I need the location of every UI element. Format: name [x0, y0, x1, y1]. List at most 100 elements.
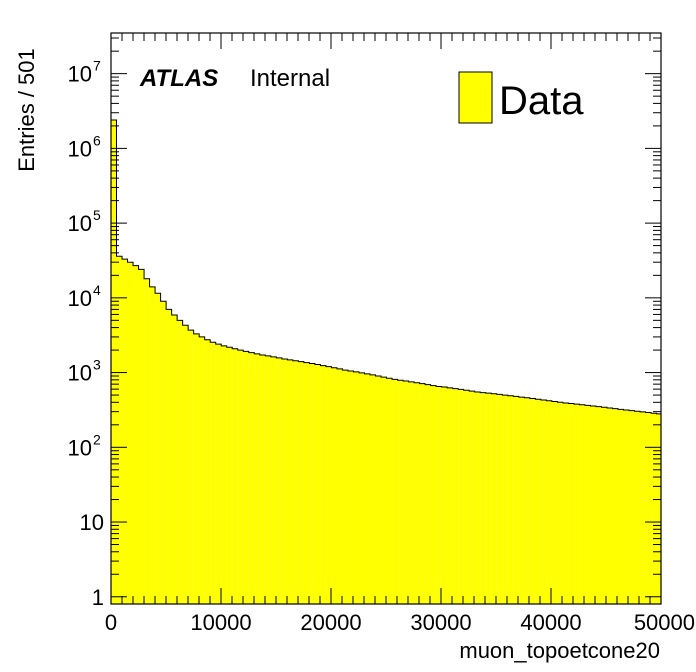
- x-tick-label: 10000: [190, 610, 251, 635]
- y-axis-title: Entries / 501: [14, 48, 39, 172]
- y-tick-label: 10: [68, 211, 92, 236]
- y-tick-label: 10: [68, 62, 92, 87]
- histogram-bar: [160, 301, 167, 604]
- histogram-bar: [232, 348, 238, 604]
- y-tick-exponent: 7: [93, 58, 101, 74]
- histogram-bar: [529, 398, 536, 604]
- histogram-bar: [370, 374, 376, 604]
- histogram-bar: [111, 119, 117, 604]
- histogram-bar: [618, 409, 624, 604]
- y-tick-label: 10: [68, 136, 92, 161]
- histogram-bar: [425, 384, 431, 604]
- histogram-bar: [540, 399, 547, 604]
- x-tick-label: 50000: [634, 610, 695, 635]
- histogram-bar: [419, 383, 426, 604]
- histogram-bar: [463, 390, 470, 604]
- histogram-bar: [557, 402, 563, 604]
- x-tick-label: 20000: [300, 610, 361, 635]
- histogram-outline: [110, 119, 661, 604]
- histogram-bar: [645, 412, 652, 604]
- histogram-bar: [441, 387, 448, 604]
- histogram-bar: [226, 347, 233, 604]
- legend-swatch-data: [458, 71, 493, 124]
- histogram-bar: [133, 265, 139, 604]
- histogram-bar: [601, 407, 607, 604]
- histogram-bar: [436, 386, 442, 604]
- histogram-bar: [386, 378, 393, 604]
- histogram-bar: [199, 336, 205, 604]
- histogram-bar: [573, 404, 580, 604]
- histogram-bar: [629, 410, 635, 604]
- histogram-bar: [579, 404, 585, 604]
- histogram-bar: [452, 388, 459, 604]
- histogram-bar: [612, 408, 619, 604]
- histogram-bar: [259, 354, 266, 604]
- x-axis-title: muon_topoetcone20: [459, 638, 660, 663]
- histogram-bar: [651, 413, 657, 604]
- atlas-label: ATLAS: [139, 65, 218, 92]
- histogram-bar: [149, 286, 156, 604]
- y-tick-exponent: 4: [93, 282, 101, 298]
- histogram-bar: [568, 403, 574, 604]
- histogram-bar: [298, 361, 304, 604]
- histogram-bar: [640, 411, 646, 604]
- histogram-bar: [265, 355, 271, 604]
- histogram-bar: [138, 269, 145, 604]
- histogram-bar: [485, 393, 492, 604]
- y-tick-exponent: 6: [93, 132, 101, 148]
- histogram-bar: [513, 396, 519, 604]
- histogram-bar: [331, 367, 337, 604]
- histogram-bar: [221, 345, 227, 604]
- histogram-bar: [606, 407, 613, 604]
- histogram-bar: [342, 370, 348, 604]
- histogram-bar: [634, 411, 641, 604]
- histogram-bar: [535, 399, 541, 604]
- histogram-bar: [237, 350, 244, 604]
- histogram-bar: [430, 385, 437, 604]
- histogram-bar: [193, 333, 200, 604]
- histogram-bar: [336, 368, 343, 604]
- histogram-bar: [215, 344, 222, 604]
- histogram-bar: [287, 359, 293, 604]
- histogram-bar: [320, 365, 326, 604]
- histogram-bar: [562, 402, 569, 604]
- histogram-bar: [188, 330, 194, 604]
- histogram-bar: [347, 370, 354, 604]
- histogram-bar: [584, 405, 591, 604]
- histogram-bar: [408, 381, 415, 604]
- histogram-bar: [210, 342, 216, 604]
- histogram-bar: [314, 364, 321, 604]
- histogram-bar: [375, 375, 382, 604]
- histogram-bar: [204, 339, 211, 604]
- histogram-bar: [276, 357, 282, 604]
- histogram-bar: [243, 351, 249, 604]
- histogram-bar: [496, 394, 503, 604]
- histogram-bar: [177, 320, 183, 604]
- internal-label: Internal: [250, 65, 330, 92]
- histogram-bar: [551, 401, 558, 604]
- histogram-bar: [303, 362, 310, 604]
- x-tick-label: 30000: [410, 610, 471, 635]
- histogram-bar: [127, 262, 134, 604]
- histogram-bar: [595, 406, 602, 604]
- x-tick-label: 0: [105, 610, 117, 635]
- histogram-bar: [518, 397, 525, 604]
- y-tick-exponent: 2: [93, 431, 101, 447]
- histogram-bar: [144, 278, 150, 604]
- histogram-bar: [309, 363, 315, 604]
- histogram-bar: [182, 325, 189, 604]
- histogram-bar: [502, 395, 508, 604]
- y-tick-label: 10: [68, 435, 92, 460]
- histogram-bar: [392, 379, 398, 604]
- histogram-bar: [590, 406, 596, 604]
- histogram-bar: [623, 409, 630, 604]
- histogram-bar: [254, 353, 260, 604]
- histogram-bar: [281, 358, 288, 604]
- histogram-bar: [166, 309, 172, 604]
- legend-label-data: Data: [499, 79, 584, 123]
- histogram-bar: [403, 381, 409, 604]
- histogram-bar: [364, 373, 371, 604]
- histogram-bar: [122, 259, 128, 604]
- axis-ticks: [110, 33, 662, 604]
